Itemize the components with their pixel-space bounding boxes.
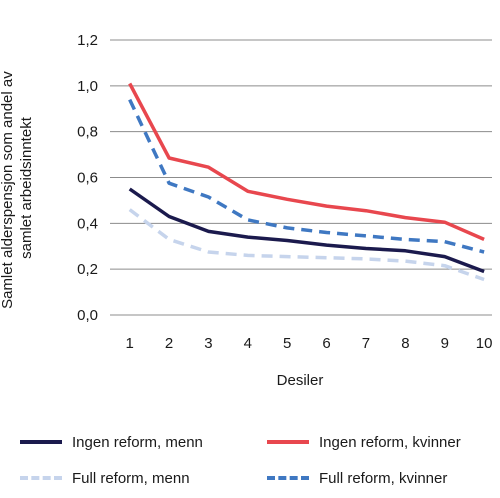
legend-label: Ingen reform, menn	[72, 433, 203, 451]
y-axis-ticks: 0,0 0,2 0,4 0,6 0,8 1,0 1,2	[77, 32, 98, 324]
y-tick-label: 1,0	[77, 78, 98, 95]
legend-item-ingen-reform-menn: Ingen reform, menn	[20, 431, 203, 453]
y-tick-label: 0,2	[77, 261, 98, 278]
x-tick-label: 1	[126, 335, 134, 352]
legend-item-full-reform-menn: Full reform, menn	[20, 467, 190, 489]
x-tick-label: 7	[362, 335, 370, 352]
y-tick-label: 0,0	[77, 307, 98, 324]
y-tick-label: 0,4	[77, 215, 98, 232]
y-axis-title: Samlet alderspensjon som andel av samlet…	[0, 67, 35, 309]
x-tick-label: 4	[244, 335, 252, 352]
x-axis-ticks: 1 2 3 4 5 6 7 8 9 10	[126, 335, 493, 352]
legend-item-ingen-reform-kvinner: Ingen reform, kvinner	[267, 431, 461, 453]
legend: Ingen reform, menn Ingen reform, kvinner…	[0, 425, 500, 498]
x-tick-label: 9	[441, 335, 449, 352]
legend-label: Full reform, menn	[72, 469, 190, 487]
y-tick-label: 0,8	[77, 124, 98, 141]
x-axis-title: Desiler	[277, 372, 324, 389]
series-lines	[128, 82, 485, 282]
x-tick-label: 6	[322, 335, 330, 352]
legend-label: Ingen reform, kvinner	[319, 433, 461, 451]
x-tick-label: 5	[283, 335, 291, 352]
legend-label: Full reform, kvinner	[319, 469, 448, 487]
legend-swatch-ingen-reform-kvinner	[267, 440, 309, 444]
y-axis-title-line-2: samlet arbeidsinntekt	[18, 116, 35, 259]
x-tick-label: 8	[401, 335, 409, 352]
legend-swatch-full-reform-menn	[20, 476, 62, 480]
series-line-2	[128, 208, 485, 282]
y-axis-title-line-1: Samlet alderspensjon som andel av	[0, 71, 16, 309]
line-chart: 0,0 0,2 0,4 0,6 0,8 1,0 1,2 1 2 3 4 5 6 7 8 9 10 Desile…	[0, 32, 493, 389]
y-tick-label: 1,2	[77, 32, 98, 49]
legend-item-full-reform-kvinner: Full reform, kvinner	[267, 467, 447, 489]
x-tick-label: 10	[476, 335, 493, 352]
legend-swatch-ingen-reform-menn	[20, 440, 62, 444]
legend-swatch-full-reform-kvinner	[267, 476, 309, 480]
y-tick-label: 0,6	[77, 170, 98, 187]
series-line-1	[128, 82, 485, 242]
series-line-0	[128, 187, 485, 274]
x-tick-label: 3	[204, 335, 212, 352]
x-tick-label: 2	[165, 335, 173, 352]
gridlines	[110, 39, 492, 316]
series-line-3	[128, 98, 485, 254]
